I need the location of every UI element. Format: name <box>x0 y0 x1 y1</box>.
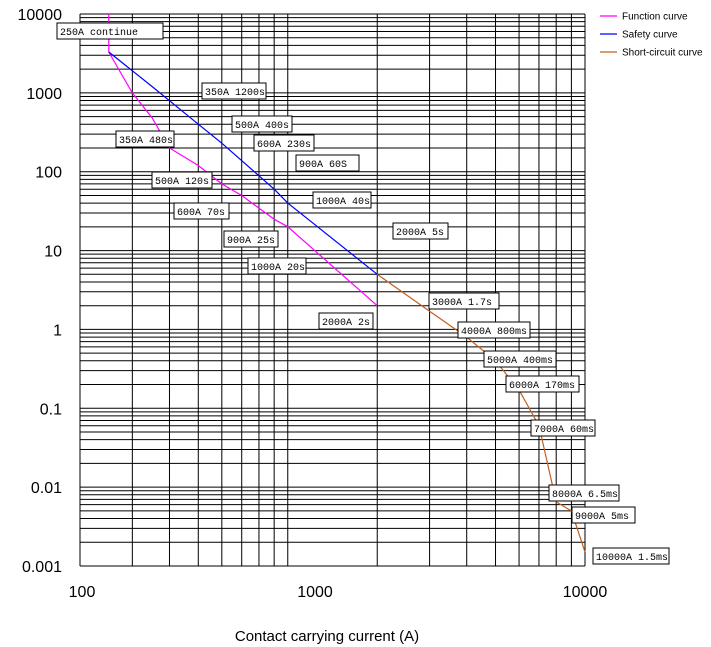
annotation-box <box>530 419 596 437</box>
x-axis-title: Contact carrying current (A) <box>235 628 419 645</box>
grid <box>79 13 586 567</box>
legend-entry: Safety curve <box>600 30 678 41</box>
y-tick-label: 10000 <box>18 7 63 24</box>
annotation-label: 500A 400s <box>231 115 293 133</box>
annotation-box <box>428 292 500 310</box>
annotation-label: 6000A 170ms <box>505 375 580 393</box>
annotation-box <box>548 484 620 502</box>
annotation-box <box>318 312 374 330</box>
annotation-text: 1000A 40s <box>316 197 370 208</box>
annotation-label: 2000A 5s <box>392 222 449 240</box>
y-tick-label: 0.001 <box>22 559 62 576</box>
x-tick-label: 100 <box>69 584 96 601</box>
annotation-text: 4000A 800ms <box>461 327 527 338</box>
annotation-text: 5000A 400ms <box>487 356 553 367</box>
annotation-box <box>571 506 636 524</box>
annotation-text: 600A 230s <box>257 140 311 151</box>
annotation-label: 3000A 1.7s <box>428 292 500 310</box>
annotation-label: 8000A 6.5ms <box>548 484 620 502</box>
y-tick-label: 100 <box>35 165 62 182</box>
series-line <box>108 14 378 307</box>
series-line <box>108 51 378 275</box>
annotation-box <box>201 82 267 100</box>
legend-entry: Short-circuit curve <box>600 48 703 59</box>
annotation-box <box>592 547 670 565</box>
annotation-box <box>253 134 315 152</box>
annotation-text: 9000A 5ms <box>575 512 629 523</box>
annotation-box <box>483 350 557 368</box>
annotation-box <box>56 22 164 40</box>
annotation-label: 7000A 60ms <box>530 419 596 437</box>
annotation-text: 2000A 5s <box>396 228 444 239</box>
annotation-label: 250A continue <box>56 22 164 40</box>
annotation-box <box>247 257 307 275</box>
annotation-box <box>115 130 175 148</box>
annotations: 250A continue 350A 1200s 500A 400s 600A 230… <box>56 22 670 565</box>
annotation-box <box>295 154 360 172</box>
annotation-box <box>392 222 449 240</box>
y-tick-label: 1000 <box>26 86 62 103</box>
annotation-label: 2000A 2s <box>318 312 374 330</box>
legend-entry: Function curve <box>600 12 688 23</box>
annotation-label: 350A 1200s <box>201 82 267 100</box>
y-axis-ticks: 10000 1000 100 10 1 0.1 0.01 0.001 <box>18 7 63 576</box>
annotation-box <box>457 321 531 339</box>
y-tick-label: 1 <box>53 322 62 339</box>
annotation-label: 600A 70s <box>173 202 230 220</box>
annotation-text: 6000A 170ms <box>509 381 575 392</box>
y-tick-label: 0.1 <box>40 401 62 418</box>
annotation-label: 500A 120s <box>151 171 213 189</box>
annotation-label: 1000A 40s <box>312 191 372 209</box>
annotation-label: 600A 230s <box>253 134 315 152</box>
annotation-label: 5000A 400ms <box>483 350 557 368</box>
annotation-text: 350A 1200s <box>205 88 265 99</box>
x-tick-label: 10000 <box>563 584 608 601</box>
annotation-text: 1000A 20s <box>251 263 305 274</box>
annotation-label: 9000A 5ms <box>571 506 636 524</box>
x-tick-label: 1000 <box>297 584 333 601</box>
legend-label: Function curve <box>622 12 688 23</box>
annotation-text: 900A 25s <box>227 236 275 247</box>
annotation-label: 4000A 800ms <box>457 321 531 339</box>
annotation-text: 8000A 6.5ms <box>552 490 618 501</box>
annotation-box <box>223 230 279 248</box>
legend-label: Safety curve <box>622 30 678 41</box>
annotation-box <box>231 115 293 133</box>
annotation-label: 900A 25s <box>223 230 279 248</box>
annotation-text: 3000A 1.7s <box>432 298 492 309</box>
annotation-box <box>173 202 230 220</box>
annotation-box <box>505 375 580 393</box>
legend: Function curve Safety curve Short-circuit … <box>600 12 703 59</box>
annotation-label: 1000A 20s <box>247 257 307 275</box>
annotation-label: 10000A 1.5ms <box>592 547 670 565</box>
annotation-label: 900A 60S <box>295 154 360 172</box>
annotation-text: 10000A 1.5ms <box>596 553 668 564</box>
annotation-label: 350A 480s <box>115 130 175 148</box>
annotation-text: 900A 60S <box>299 160 347 171</box>
annotation-box <box>312 191 372 209</box>
series-lines <box>108 14 586 553</box>
legend-label: Short-circuit curve <box>622 48 703 59</box>
annotation-text: 250A continue <box>60 27 138 39</box>
y-tick-label: 10 <box>44 244 62 261</box>
annotation-text: 2000A 2s <box>322 318 370 329</box>
y-tick-label: 0.01 <box>31 480 62 497</box>
annotation-box <box>151 171 213 189</box>
annotation-text: 600A 70s <box>177 208 225 219</box>
x-axis-ticks: 100 1000 10000 <box>69 584 608 601</box>
annotation-text: 500A 120s <box>155 177 209 188</box>
annotation-text: 7000A 60ms <box>534 425 594 436</box>
annotation-text: 350A 480s <box>119 136 173 147</box>
annotation-text: 500A 400s <box>235 121 289 132</box>
